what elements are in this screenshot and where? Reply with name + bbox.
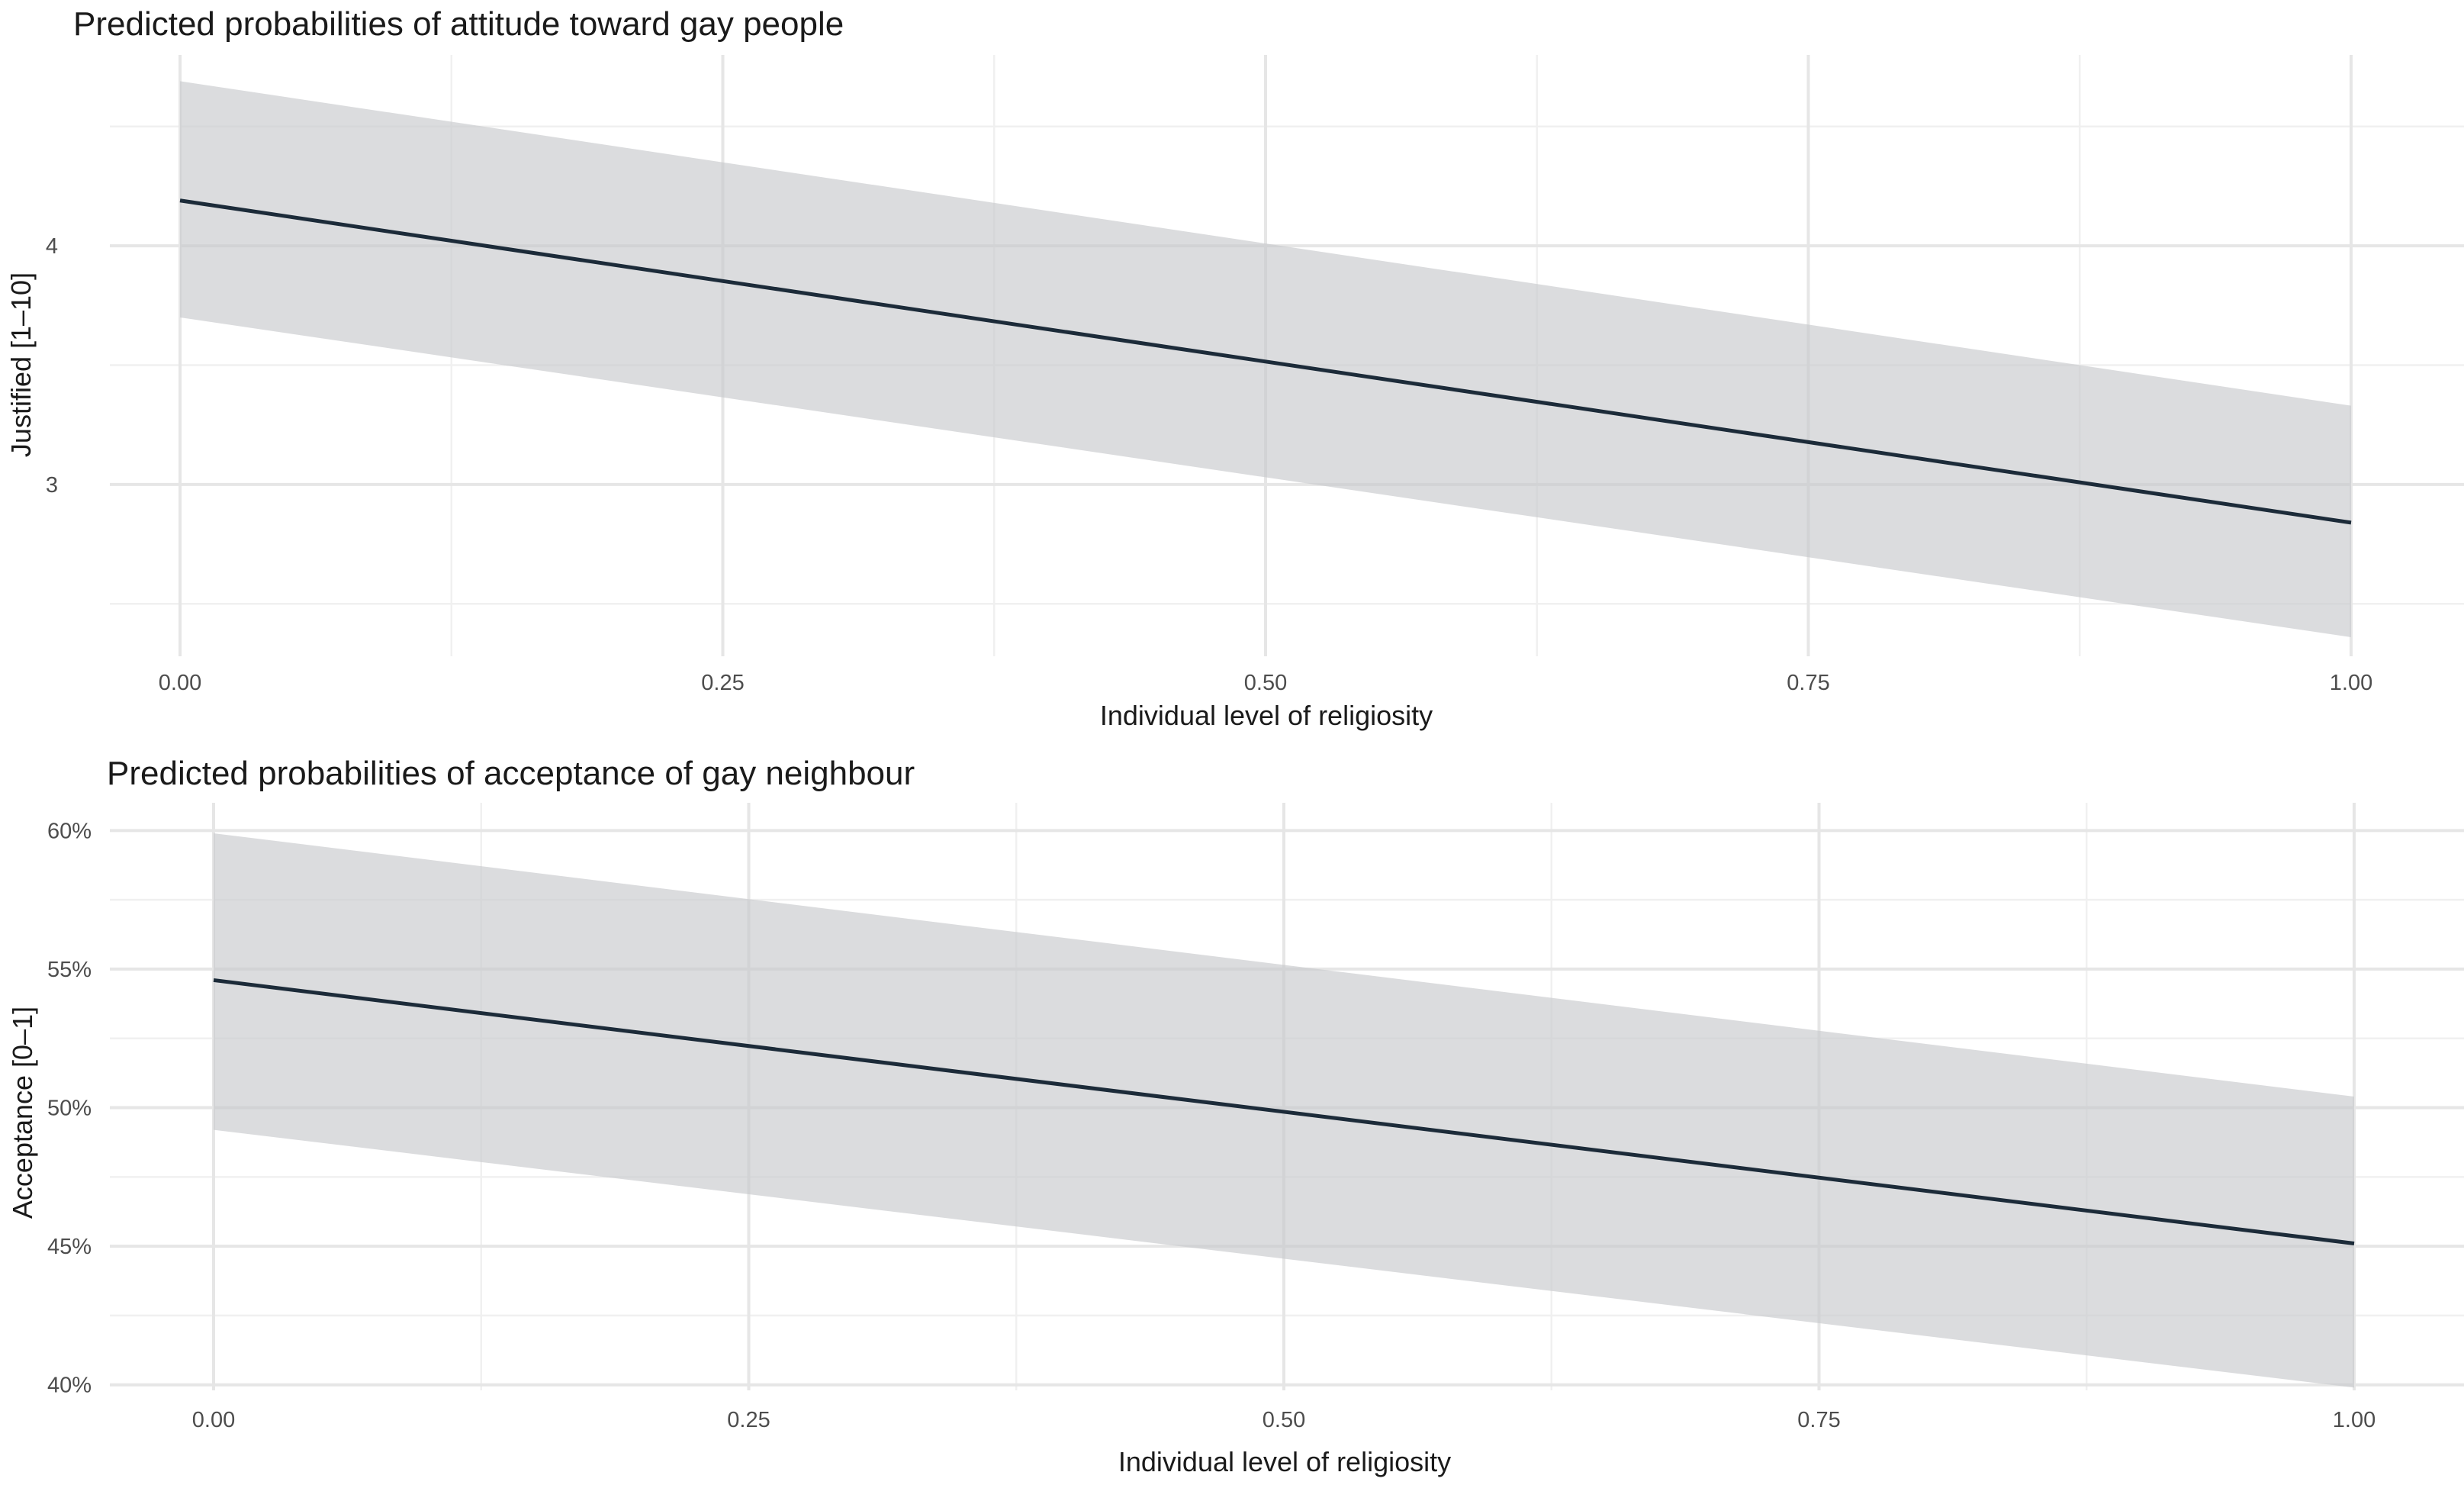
- chart-title: Predicted probabilities of acceptance of…: [107, 755, 915, 792]
- prediction-line: [179, 198, 2352, 525]
- x-tick-label: 0.25: [727, 1408, 770, 1432]
- y-axis-title: Justified [1–10]: [5, 272, 37, 457]
- x-tick-label: 0.25: [701, 671, 744, 695]
- y-tick-label: 60%: [47, 819, 92, 843]
- chart-attitude: Predicted probabilities of attitude towa…: [5, 5, 2464, 731]
- prediction-line-layer: [213, 978, 2355, 1245]
- x-tick-label: 1.00: [2330, 671, 2372, 695]
- x-axis-title: Individual level of religiosity: [1118, 1446, 1451, 1477]
- x-tick-label: 0.00: [192, 1408, 235, 1432]
- x-axis-title: Individual level of religiosity: [1100, 700, 1433, 731]
- x-tick-label: 0.50: [1263, 1408, 1305, 1432]
- y-axis-title: Acceptance [0–1]: [7, 1007, 38, 1219]
- y-tick-label: 3: [46, 473, 58, 498]
- prediction-line-layer: [179, 198, 2352, 525]
- x-tick-label: 0.75: [1787, 671, 1829, 695]
- confidence-band-layer: [180, 81, 2351, 637]
- y-tick-label: 50%: [47, 1097, 92, 1121]
- x-tick-label: 0.75: [1797, 1408, 1840, 1432]
- chart-panel-acceptance: Predicted probabilities of acceptance of…: [0, 742, 2464, 1485]
- x-tick-label: 0.00: [159, 671, 201, 695]
- prediction-line: [213, 978, 2355, 1245]
- tick-labels: 0.00 0.25 0.50 0.75 1.00 40% 45% 50% 55% 60%: [47, 819, 2376, 1432]
- chart-acceptance: Predicted probabilities of acceptance of…: [7, 755, 2464, 1477]
- x-tick-label: 0.50: [1244, 671, 1287, 695]
- confidence-band: [180, 81, 2351, 637]
- chart-panel-attitude: Predicted probabilities of attitude towa…: [0, 0, 2464, 742]
- x-tick-label: 1.00: [2333, 1408, 2376, 1432]
- y-tick-label: 45%: [47, 1235, 92, 1259]
- y-tick-label: 40%: [47, 1374, 92, 1398]
- chart-title: Predicted probabilities of attitude towa…: [73, 5, 844, 43]
- y-tick-label: 55%: [47, 958, 92, 982]
- y-tick-label: 4: [46, 234, 58, 259]
- tick-labels: 0.00 0.25 0.50 0.75 1.00 3 4: [46, 234, 2372, 695]
